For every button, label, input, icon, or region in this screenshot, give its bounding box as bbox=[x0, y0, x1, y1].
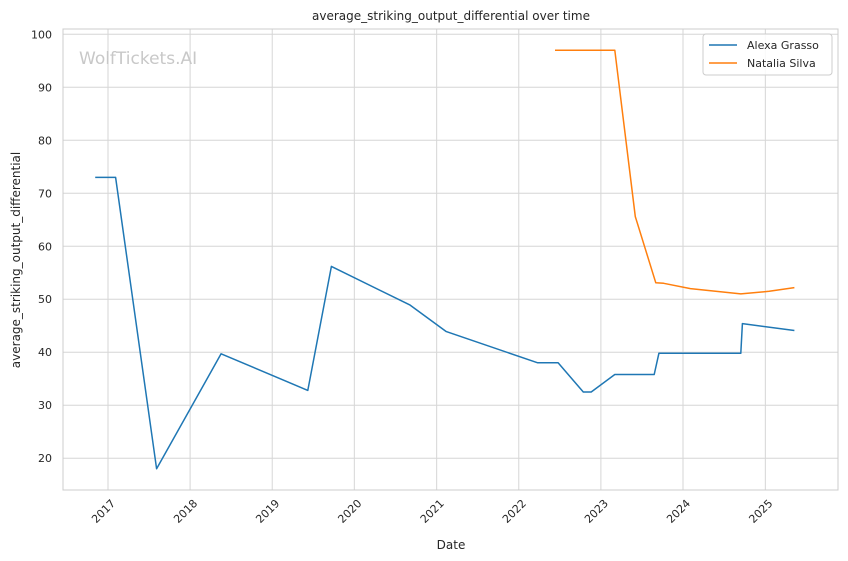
legend-label: Alexa Grasso bbox=[747, 39, 819, 52]
x-tick-label: 2020 bbox=[335, 497, 364, 526]
y-tick-label: 50 bbox=[38, 293, 52, 306]
grid-lines bbox=[63, 29, 838, 490]
x-axis-title: Date bbox=[437, 538, 466, 552]
chart-title: average_striking_output_differential ove… bbox=[312, 9, 590, 23]
x-tick-label: 2018 bbox=[171, 497, 200, 526]
legend: Alexa Grasso Natalia Silva bbox=[702, 33, 833, 76]
y-tick-label: 60 bbox=[38, 240, 52, 253]
x-tick-label: 2017 bbox=[89, 497, 118, 526]
series-layer bbox=[95, 49, 795, 470]
x-axis-ticks: 2017 2018 2019 2020 2021 2022 2023 2024 2025 bbox=[89, 497, 775, 526]
y-axis-ticks: 20 30 40 50 60 70 80 90 100 bbox=[31, 28, 52, 465]
legend-label: Natalia Silva bbox=[747, 57, 816, 70]
x-tick-label: 2023 bbox=[582, 497, 611, 526]
y-tick-label: 40 bbox=[38, 346, 52, 359]
series-line-0 bbox=[95, 176, 795, 470]
plot-area bbox=[62, 28, 839, 491]
y-tick-label: 70 bbox=[38, 187, 52, 200]
y-tick-label: 20 bbox=[38, 452, 52, 465]
y-tick-label: 80 bbox=[38, 134, 52, 147]
x-tick-label: 2024 bbox=[664, 497, 693, 526]
x-tick-label: 2025 bbox=[746, 497, 775, 526]
watermark: WolfTickets.AI bbox=[79, 49, 197, 69]
y-tick-label: 90 bbox=[38, 81, 52, 94]
x-tick-label: 2021 bbox=[418, 497, 447, 526]
y-tick-label: 30 bbox=[38, 399, 52, 412]
y-tick-label: 100 bbox=[31, 28, 52, 41]
x-tick-label: 2019 bbox=[253, 497, 282, 526]
x-tick-label: 2022 bbox=[500, 497, 529, 526]
series-line-1 bbox=[555, 49, 795, 295]
y-axis-title: average_striking_output_differential bbox=[9, 152, 23, 368]
